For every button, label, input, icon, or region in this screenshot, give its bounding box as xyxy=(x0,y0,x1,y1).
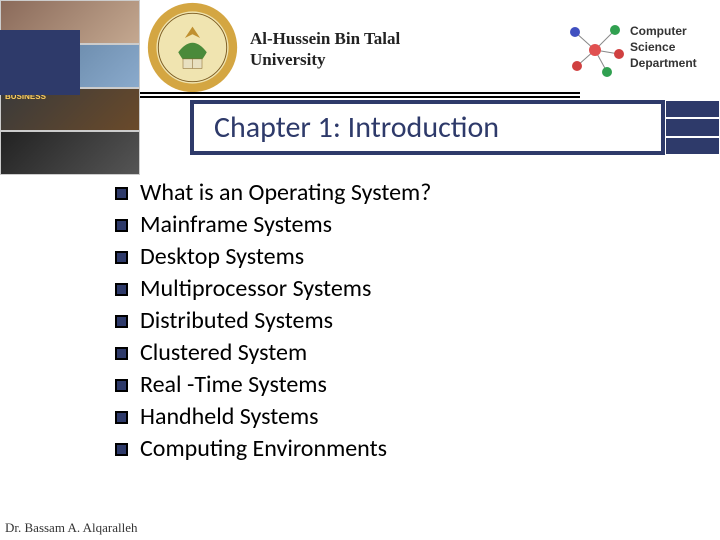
bullet-text: Clustered System xyxy=(140,338,307,368)
title-bar-inner: Chapter 1: Introduction xyxy=(194,104,661,151)
bullet-text: Multiprocessor Systems xyxy=(140,274,371,304)
footer-author: Dr. Bassam A. Alqaralleh xyxy=(5,520,138,536)
slide-title: Chapter 1: Introduction xyxy=(214,109,499,146)
header-accent-block xyxy=(0,30,80,95)
department-name: Computer Science Department xyxy=(630,23,715,72)
bullet-square-icon xyxy=(115,347,128,360)
bullet-text: Desktop Systems xyxy=(140,242,304,272)
list-item: Desktop Systems xyxy=(115,242,675,272)
bullet-text: Real -Time Systems xyxy=(140,370,327,400)
slide-header: Al-Hussein Bin Talal University Computer… xyxy=(0,0,720,100)
bullet-square-icon xyxy=(115,379,128,392)
bullet-text: Distributed Systems xyxy=(140,306,333,336)
bullet-square-icon xyxy=(115,219,128,232)
title-bar-spacer xyxy=(140,100,190,155)
bullet-square-icon xyxy=(115,187,128,200)
title-bar: Chapter 1: Introduction xyxy=(140,100,720,155)
bullet-square-icon xyxy=(115,411,128,424)
list-item: Distributed Systems xyxy=(115,306,675,336)
bullet-text: What is an Operating System? xyxy=(140,178,431,208)
strip-photo-4 xyxy=(0,131,140,175)
university-emblem-icon xyxy=(145,0,240,95)
list-item: Clustered System xyxy=(115,338,675,368)
list-item: Handheld Systems xyxy=(115,402,675,432)
title-bar-frame: Chapter 1: Introduction xyxy=(190,100,665,155)
header-underline xyxy=(140,92,580,94)
list-item: Mainframe Systems xyxy=(115,210,675,240)
list-item: Computing Environments xyxy=(115,434,675,464)
list-item: What is an Operating System? xyxy=(115,178,675,208)
title-bar-right-blocks xyxy=(665,100,720,155)
bullet-square-icon xyxy=(115,315,128,328)
university-name: Al-Hussein Bin Talal University xyxy=(250,28,430,71)
bullet-list: What is an Operating System?Mainframe Sy… xyxy=(115,178,675,466)
bullet-square-icon xyxy=(115,443,128,456)
bullet-text: Mainframe Systems xyxy=(140,210,332,240)
list-item: Real -Time Systems xyxy=(115,370,675,400)
bullet-text: Handheld Systems xyxy=(140,402,319,432)
department-network-icon xyxy=(565,20,625,80)
bullet-square-icon xyxy=(115,251,128,264)
bullet-square-icon xyxy=(115,283,128,296)
list-item: Multiprocessor Systems xyxy=(115,274,675,304)
bullet-text: Computing Environments xyxy=(140,434,387,464)
